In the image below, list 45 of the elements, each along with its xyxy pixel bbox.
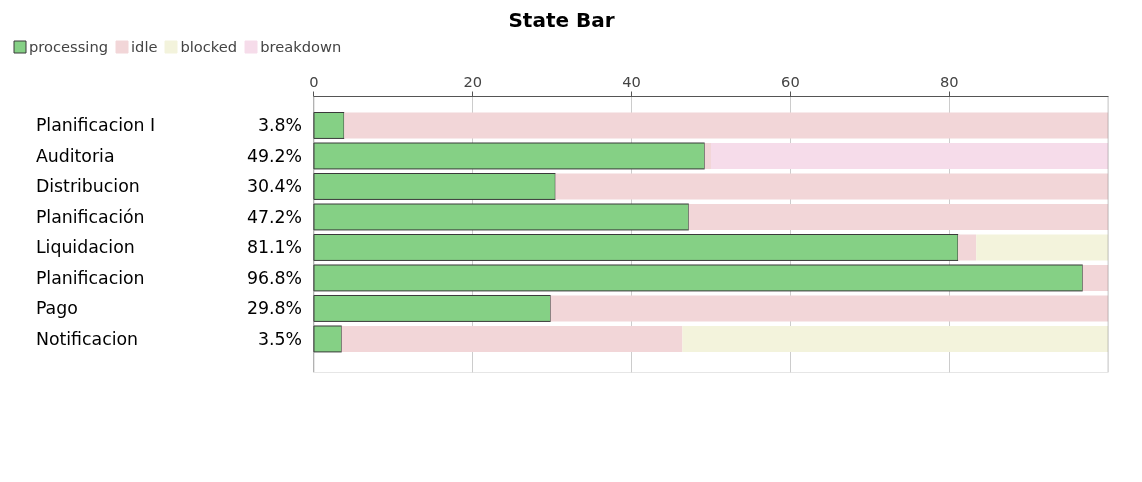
y-tick-label: Planificacion bbox=[35, 267, 145, 288]
data-label: 29.8% bbox=[246, 298, 302, 319]
bar bbox=[341, 325, 683, 352]
bar bbox=[313, 264, 1084, 292]
bar bbox=[313, 234, 959, 261]
data-label: 47.2% bbox=[246, 206, 302, 227]
data-label: 30.4% bbox=[246, 176, 302, 197]
bar bbox=[313, 142, 706, 170]
legend-label: idle bbox=[131, 38, 158, 55]
bar bbox=[1082, 265, 1109, 291]
chart-title: State Bar bbox=[508, 7, 615, 32]
bar bbox=[704, 143, 712, 169]
x-tick-label: 80 bbox=[939, 72, 959, 90]
bar bbox=[313, 112, 345, 139]
bar bbox=[313, 173, 556, 200]
bar bbox=[313, 325, 343, 353]
data-label: 49.2% bbox=[246, 145, 302, 166]
legend-label: blocked bbox=[180, 38, 238, 55]
bar bbox=[555, 173, 1109, 200]
bar bbox=[550, 295, 1109, 322]
bar bbox=[682, 325, 1109, 352]
data-label: 3.8% bbox=[257, 115, 302, 136]
legend-label: processing bbox=[29, 38, 108, 55]
bar bbox=[711, 143, 1109, 169]
bar bbox=[688, 204, 1109, 230]
y-tick-label: Liquidacion bbox=[35, 237, 135, 258]
data-label: 3.5% bbox=[257, 328, 302, 349]
y-tick-label: Auditoria bbox=[35, 145, 115, 166]
x-tick-label: 40 bbox=[622, 72, 641, 90]
legend-label: breakdown bbox=[260, 38, 342, 55]
y-tick-label: Planificación bbox=[35, 206, 145, 227]
bar bbox=[313, 294, 552, 322]
bar bbox=[958, 234, 977, 261]
y-tick-label: Planificacion I bbox=[35, 115, 156, 136]
bar bbox=[976, 234, 1109, 261]
y-tick-label: Distribucion bbox=[35, 176, 140, 197]
bar bbox=[313, 203, 690, 231]
data-label: 96.8% bbox=[246, 267, 302, 288]
bar bbox=[344, 112, 1109, 139]
y-tick-label: Notificacion bbox=[35, 328, 139, 349]
data-label: 81.1% bbox=[246, 237, 302, 258]
y-tick-label: Pago bbox=[35, 298, 78, 319]
x-tick-label: 0 bbox=[309, 72, 319, 90]
x-tick-label: 20 bbox=[463, 72, 483, 90]
x-tick-label: 60 bbox=[781, 72, 800, 90]
